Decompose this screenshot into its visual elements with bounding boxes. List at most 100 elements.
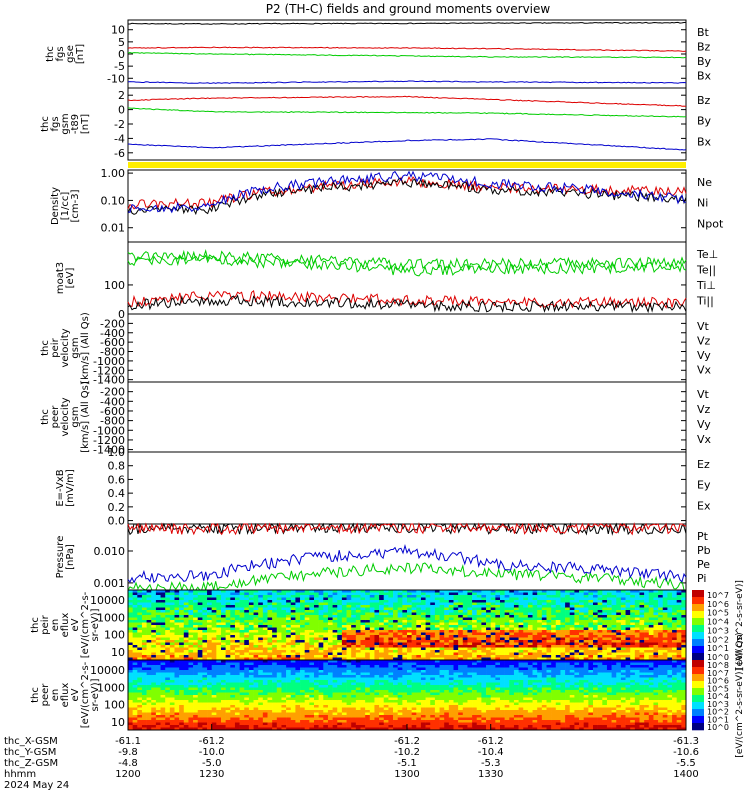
heat-cell: [565, 650, 571, 653]
heat-cell: [472, 647, 478, 651]
heat-cell: [560, 632, 566, 636]
heat-cell: [174, 670, 180, 673]
heat-cell: [448, 647, 454, 651]
heat-cell: [230, 712, 236, 716]
heat-cell: [230, 717, 236, 721]
heat-cell: [393, 630, 398, 633]
heat-cell: [188, 695, 194, 698]
heat-cell: [202, 725, 208, 728]
heat-cell: [234, 642, 240, 646]
heat-cell: [513, 645, 519, 648]
heat-cell: [453, 635, 459, 638]
heat-cell: [527, 597, 533, 601]
heat-cell: [332, 592, 338, 596]
heat-cell: [146, 685, 152, 688]
heat-cell: [565, 645, 571, 648]
heat-cell: [625, 590, 631, 593]
heat-cell: [225, 690, 231, 693]
heat-cell: [197, 592, 203, 596]
heat-cell: [193, 605, 199, 608]
heat-cell: [179, 677, 185, 681]
heat-cell: [588, 635, 594, 638]
heat-cell: [346, 617, 352, 621]
heat-cell: [588, 615, 594, 618]
heat-cell: [625, 630, 631, 633]
heat-cell: [630, 622, 636, 626]
heat-cell: [234, 657, 240, 661]
heat-cell: [160, 727, 166, 731]
heat-cell: [137, 622, 143, 626]
heat-cell: [355, 675, 361, 678]
heat-cell: [128, 702, 133, 706]
heat-cell: [355, 662, 361, 666]
heat-cell: [272, 637, 278, 641]
heat-cell: [541, 645, 547, 648]
heat-cell: [230, 640, 236, 643]
heat-cell: [262, 622, 268, 626]
heat-cell: [281, 645, 287, 648]
heat-cell: [653, 592, 659, 596]
heat-cell: [286, 672, 292, 676]
heat-cell: [272, 715, 278, 718]
heat-cell: [616, 625, 622, 628]
heat-cell: [272, 720, 278, 723]
heat-cell: [300, 610, 305, 613]
heat-cell: [207, 715, 212, 718]
heat-cell: [267, 720, 273, 723]
heat-cell: [537, 600, 543, 603]
heat-cell: [420, 630, 426, 633]
heat-cell: [416, 645, 422, 648]
heat-cell: [151, 642, 157, 646]
heat-cell: [606, 647, 612, 651]
heat-cell: [165, 617, 171, 621]
heat-cell: [346, 680, 352, 683]
heat-cell: [648, 650, 654, 653]
heat-cell: [141, 625, 147, 628]
heat-cell: [541, 612, 547, 616]
heat-cell: [304, 720, 310, 723]
heat-cell: [183, 642, 189, 646]
heat-cell: [169, 647, 175, 651]
heat-cell: [300, 715, 305, 718]
heat-cell: [160, 655, 166, 658]
heat-cell: [207, 710, 212, 713]
heat-cell: [318, 662, 324, 666]
heat-cell: [253, 637, 259, 641]
heat-cell: [183, 687, 189, 691]
heat-cell: [560, 615, 566, 618]
heat-cell: [555, 612, 561, 616]
heat-cell: [620, 610, 626, 613]
heat-cell: [467, 605, 473, 608]
heat-cell: [365, 655, 371, 658]
heat-cell: [337, 620, 343, 623]
heat-cell: [248, 657, 254, 661]
heat-cell: [374, 625, 380, 628]
heat-cell: [267, 617, 273, 621]
heat-cell: [588, 597, 594, 601]
heat-cell: [393, 622, 398, 626]
heat-cell: [658, 595, 664, 598]
heat-cell: [425, 640, 431, 643]
heat-cell: [323, 612, 329, 616]
heat-cell: [555, 627, 561, 631]
heat-cell: [402, 640, 408, 643]
heat-cell: [569, 612, 575, 616]
heat-cell: [453, 595, 459, 598]
heat-cell: [179, 625, 185, 628]
heat-cell: [169, 642, 175, 646]
heat-cell: [504, 610, 510, 613]
heat-cell: [225, 725, 231, 728]
heat-cell: [304, 592, 310, 596]
heat-cell: [248, 620, 254, 623]
heat-cell: [504, 635, 510, 638]
heat-cell: [160, 625, 166, 628]
heat-cell: [351, 657, 357, 661]
heat-cell: [309, 607, 315, 611]
heat-cell: [309, 652, 315, 656]
heat-cell: [128, 590, 133, 593]
heat-cell: [369, 625, 375, 628]
heat-cell: [444, 605, 450, 608]
heat-cell: [555, 635, 561, 638]
heat-cell: [448, 657, 454, 661]
heat-cell: [207, 692, 212, 696]
